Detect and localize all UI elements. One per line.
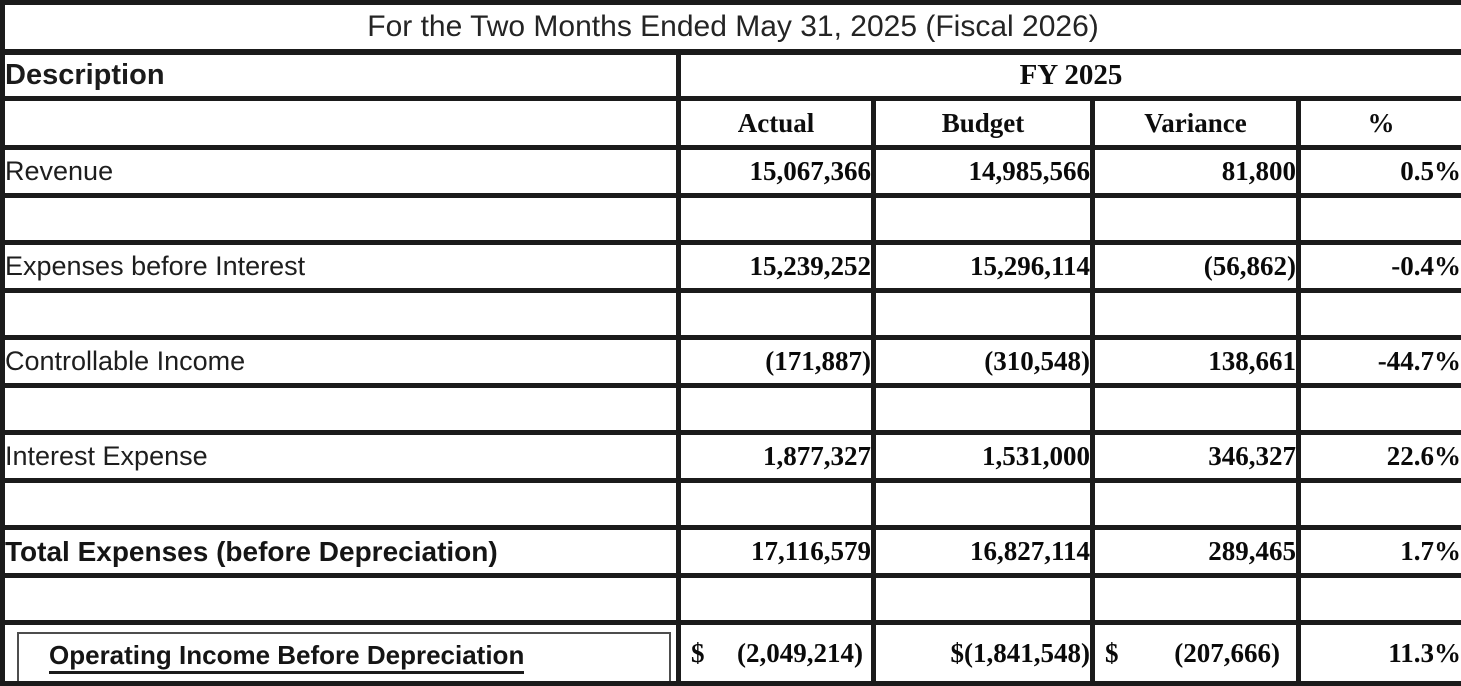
expenses-budget: 15,296,114 [874, 243, 1093, 291]
spacer-cell [874, 196, 1093, 243]
table-row: Revenue 15,067,366 14,985,566 81,800 0.5… [3, 148, 1461, 196]
table-row: Operating Income Before Depreciation $ (… [3, 623, 1461, 684]
column-header-percent: % [1299, 99, 1461, 148]
spacer-row [3, 196, 1461, 243]
description-column-header: Description [3, 52, 679, 99]
spacer-cell [1299, 386, 1461, 433]
total-expenses-variance: 289,465 [1093, 528, 1299, 576]
revenue-percent: 0.5% [1299, 148, 1461, 196]
interest-expense-percent: 22.6% [1299, 433, 1461, 481]
column-header-variance: Variance [1093, 99, 1299, 148]
spacer-cell [679, 481, 874, 528]
expenses-actual: 15,239,252 [679, 243, 874, 291]
total-expenses-percent: 1.7% [1299, 528, 1461, 576]
revenue-actual: 15,067,366 [679, 148, 874, 196]
spacer-cell [1299, 576, 1461, 623]
spacer-cell [679, 576, 874, 623]
row-label-total-expenses: Total Expenses (before Depreciation) [3, 528, 679, 576]
column-header-budget: Budget [874, 99, 1093, 148]
spacer-cell [3, 196, 679, 243]
spacer-cell [679, 291, 874, 338]
expenses-variance: (56,862) [1093, 243, 1299, 291]
spacer-cell [3, 481, 679, 528]
row-label-interest-expense: Interest Expense [3, 433, 679, 481]
total-expenses-budget: 16,827,114 [874, 528, 1093, 576]
dollar-sign: $ [691, 638, 705, 669]
row-label-revenue: Revenue [3, 148, 679, 196]
row-label-operating-income: Operating Income Before Depreciation [49, 641, 524, 674]
spacer-cell [874, 386, 1093, 433]
spacer-cell [679, 196, 874, 243]
expenses-percent: -0.4% [1299, 243, 1461, 291]
operating-income-actual-value: (2,049,214) [737, 638, 863, 669]
spacer-cell [1093, 481, 1299, 528]
table-row: Total Expenses (before Depreciation) 17,… [3, 528, 1461, 576]
operating-income-budget: $(1,841,548) [874, 623, 1093, 684]
spacer-cell [1093, 291, 1299, 338]
interest-expense-variance: 346,327 [1093, 433, 1299, 481]
spacer-cell [3, 386, 679, 433]
controllable-income-percent: -44.7% [1299, 338, 1461, 386]
table-row: Controllable Income (171,887) (310,548) … [3, 338, 1461, 386]
spacer-cell [3, 576, 679, 623]
row-label-expenses-before-interest: Expenses before Interest [3, 243, 679, 291]
interest-expense-budget: 1,531,000 [874, 433, 1093, 481]
controllable-income-budget: (310,548) [874, 338, 1093, 386]
spacer-cell [1299, 481, 1461, 528]
revenue-variance: 81,800 [1093, 148, 1299, 196]
table-row: Expenses before Interest 15,239,252 15,2… [3, 243, 1461, 291]
spacer-row [3, 291, 1461, 338]
spacer-cell [1093, 386, 1299, 433]
table-row: Interest Expense 1,877,327 1,531,000 346… [3, 433, 1461, 481]
spacer-cell [1093, 196, 1299, 243]
fiscal-year-group-header: FY 2025 [679, 52, 1461, 99]
spacer-row [3, 386, 1461, 433]
spacer-cell [874, 576, 1093, 623]
controllable-income-variance: 138,661 [1093, 338, 1299, 386]
spacer-cell [3, 291, 679, 338]
revenue-budget: 14,985,566 [874, 148, 1093, 196]
spacer-row [3, 576, 1461, 623]
spacer-cell [679, 386, 874, 433]
column-header-actual: Actual [679, 99, 874, 148]
operating-income-percent: 11.3% [1299, 623, 1461, 684]
spacer-cell [874, 291, 1093, 338]
operating-income-actual: $ (2,049,214) [679, 623, 874, 684]
operating-income-variance-value: (207,666) [1174, 638, 1280, 669]
spacer-cell [1093, 576, 1299, 623]
description-header-spacer-cell [3, 99, 679, 148]
spacer-cell [1299, 291, 1461, 338]
summary-label-box: Operating Income Before Depreciation [17, 632, 671, 681]
spacer-cell [874, 481, 1093, 528]
dollar-sign: $ [1105, 638, 1119, 669]
operating-income-variance: $ (207,666) [1093, 623, 1299, 684]
spacer-cell [1299, 196, 1461, 243]
spacer-row [3, 481, 1461, 528]
controllable-income-actual: (171,887) [679, 338, 874, 386]
report-title: For the Two Months Ended May 31, 2025 (F… [3, 3, 1461, 52]
total-expenses-actual: 17,116,579 [679, 528, 874, 576]
row-label-controllable-income: Controllable Income [3, 338, 679, 386]
interest-expense-actual: 1,877,327 [679, 433, 874, 481]
row-label-operating-income-cell: Operating Income Before Depreciation [3, 623, 679, 684]
